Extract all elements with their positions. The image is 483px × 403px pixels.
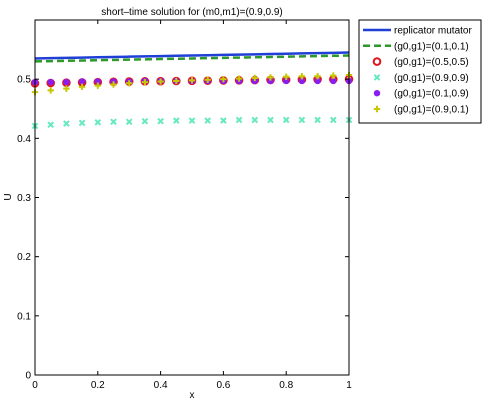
data-point [330, 72, 337, 79]
legend-label: (g0,g1)=(0.9,0.1) [394, 105, 469, 116]
data-point [298, 77, 306, 85]
data-point [172, 76, 181, 86]
data-point [63, 85, 70, 92]
data-point [94, 119, 102, 126]
y-tick-label: 0.5 [17, 75, 31, 86]
legend-items: replicator mutator (g0,g1)=(0.1,0.1) (g0,g… [363, 26, 472, 116]
data-point [173, 77, 180, 85]
legend-item: replicator mutator [363, 26, 472, 37]
data-point [298, 116, 306, 124]
data-point [172, 117, 180, 124]
legend-item: (g0,g1)=(0.9,0.9) [373, 73, 469, 84]
data-point [78, 78, 86, 85]
x-axis: 0 0.2 0.4 0.6 0.8 1 [32, 20, 352, 391]
y-tick-label: 0.1 [17, 311, 31, 322]
series-group [31, 116, 353, 130]
x-axis-label: x [190, 390, 195, 401]
data-point [204, 117, 212, 124]
data-point [141, 78, 149, 86]
data-point [63, 120, 70, 127]
legend-label: replicator mutator [394, 26, 472, 37]
x-tick-label: 0.6 [216, 380, 230, 391]
data-point [251, 116, 259, 124]
legend-item: (g0,g1)=(0.9,0.1) [373, 105, 469, 116]
series-line [34, 51, 350, 60]
legend-label: (g0,g1)=(0.9,0.9) [394, 73, 469, 84]
data-point [235, 116, 243, 124]
data-point [298, 73, 306, 80]
data-point [47, 121, 55, 129]
y-tick-label: 0 [25, 371, 31, 382]
data-point [63, 78, 70, 86]
data-point [125, 118, 133, 126]
x-tick-label: 0.8 [279, 380, 293, 391]
legend-box [358, 19, 482, 124]
x-tick-label: 1 [346, 380, 352, 391]
data-point [188, 77, 196, 84]
data-point [47, 78, 54, 86]
data-point [157, 117, 164, 125]
data-point [314, 77, 321, 85]
data-point [47, 87, 54, 94]
data-point [235, 75, 243, 82]
y-tick-label: 0.4 [17, 134, 31, 145]
legend-item: (g0,g1)=(0.5,0.5) [372, 57, 469, 68]
series-group [31, 71, 353, 96]
data-point [141, 117, 149, 125]
data-point [329, 116, 337, 124]
data-point [267, 77, 274, 85]
data-point [78, 83, 86, 91]
data-point [314, 73, 321, 80]
y-tick-label: 0.3 [17, 193, 31, 204]
legend-swatch [373, 90, 381, 97]
data-point [204, 76, 211, 83]
legend-label: (g0,g1)=(0.1,0.9) [394, 89, 469, 100]
series-group [34, 54, 350, 63]
data-point [94, 78, 102, 85]
data-point [157, 78, 164, 85]
data-point [220, 117, 227, 124]
y-tick-label: 0.2 [17, 252, 31, 263]
data-point [220, 75, 227, 83]
y-axis: 0 0.1 0.2 0.3 0.4 0.5 [17, 75, 349, 382]
legend-swatch [373, 74, 381, 81]
data-point [330, 77, 337, 85]
data-point [126, 80, 133, 87]
legend-label: (g0,g1)=(0.1,0.1) [394, 41, 469, 52]
data-point [282, 116, 290, 124]
data-point [267, 116, 274, 124]
data-point [94, 82, 101, 89]
data-point [251, 74, 258, 82]
data-point [267, 74, 274, 81]
data-point [283, 77, 290, 85]
y-axis-label: U [3, 193, 14, 200]
x-tick-label: 0.4 [154, 380, 168, 391]
data-point [110, 81, 117, 88]
plot-area: 0 0.2 0.4 0.6 0.8 1 0 0.1 0.2 0.3 0.4 0.5 [17, 19, 354, 391]
data-point [283, 73, 290, 80]
series-group [34, 51, 350, 60]
series-line [34, 54, 350, 63]
legend-swatch [372, 57, 382, 66]
legend: replicator mutator (g0,g1)=(0.1,0.1) (g0,g… [358, 19, 482, 124]
legend-swatch [373, 105, 381, 113]
chart-title: short–time solution for (m0,m1)=(0.9,0.9… [101, 7, 282, 18]
legend-item: (g0,g1)=(0.1,0.9) [373, 89, 469, 100]
legend-item: (g0,g1)=(0.1,0.1) [363, 41, 469, 52]
data-point [110, 118, 117, 126]
data-point [314, 116, 321, 124]
x-tick-label: 0.2 [91, 380, 105, 391]
legend-label: (g0,g1)=(0.5,0.5) [394, 57, 469, 68]
data-point [188, 117, 196, 124]
x-tick-label: 0 [32, 380, 38, 391]
data-point [78, 119, 86, 127]
